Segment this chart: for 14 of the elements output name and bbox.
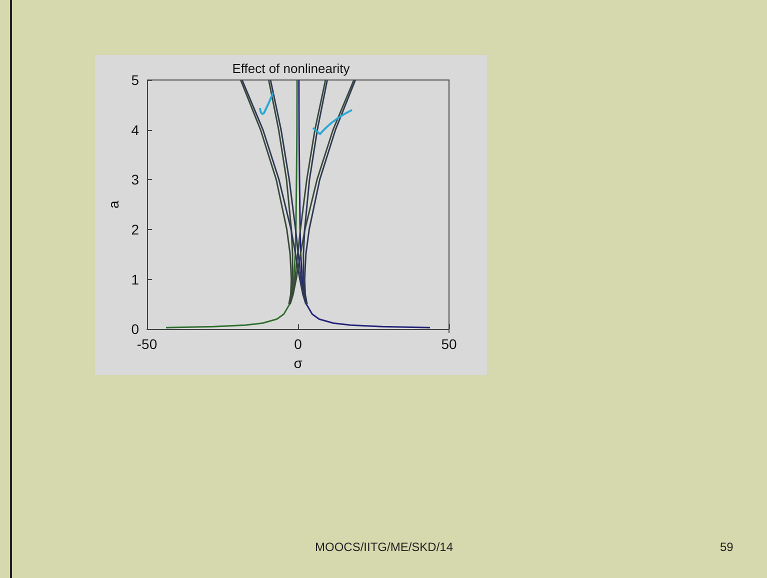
y-tick-label: 5 [131,72,140,88]
x-axis-title: σ [294,355,303,371]
chart-title: Effect of nonlinearity [232,61,350,76]
x-tick-label: 0 [294,336,302,352]
x-tick-label: 50 [441,336,457,352]
y-tick-label: 3 [131,172,140,188]
y-axis-title: a [105,200,122,208]
y-tick-label: 1 [131,271,140,288]
x-tick-label: -50 [136,336,158,352]
y-tick-label: 0 [131,321,140,338]
y-tick-label: 2 [131,221,140,238]
y-tick-label: 4 [131,122,140,138]
text: MOOCS/IITG/ME/SKD/14 [315,540,454,554]
text: 59 [720,540,734,554]
